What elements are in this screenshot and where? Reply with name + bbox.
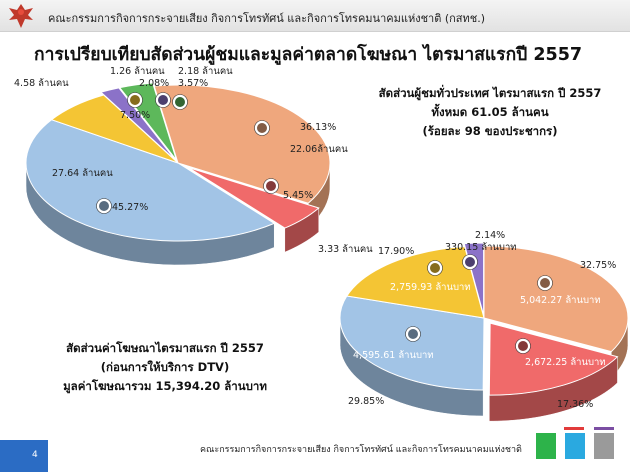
channel-thaipbs-logo-icon — [462, 254, 478, 270]
ad-info-line1: สัดส่วนค่าโฆษณาไตรมาสแรก ปี 2557 — [66, 341, 264, 355]
channel-3-logo-icon — [537, 275, 553, 291]
org-name: คณะกรรมการกิจการกระจายเสียง กิจการโทรทัศ… — [48, 12, 486, 25]
slice-percent-label: 7.50% — [120, 110, 150, 121]
logo-core — [430, 263, 440, 273]
logo-core — [266, 181, 276, 191]
slice-percent-label: 2.14% — [475, 230, 505, 241]
channel-7-logo-icon — [405, 326, 421, 342]
slice-value-label: 4,595.61 ล้านบาท — [353, 350, 434, 361]
logo-core — [99, 201, 109, 211]
channel-9-logo-icon — [127, 92, 143, 108]
channel-9-logo-icon — [427, 260, 443, 276]
logo-accent-red-bar — [564, 427, 584, 430]
logo-core — [518, 341, 528, 351]
viewers-info-line1: สัดส่วนผู้ชมทั่วประเทศ ไตรมาสแรก ปี 2557 — [378, 86, 602, 100]
slice-percent-label: 2.08% — [139, 78, 169, 89]
pie-chart-1: 36.13% 22.06ล้านคน 5.45% 3.33 ล้านคน 45.27% 2… — [14, 66, 373, 266]
slice-value-label: 1.26 ล้านคน — [110, 66, 165, 77]
slice-percent-label: 17.90% — [378, 246, 414, 257]
slice-value-label: 2.18 ล้านคน — [178, 66, 233, 77]
ad-info-line3: มูลค่าโฆษณารวม 15,394.20 ล้านบาท — [63, 379, 267, 393]
page-number-box: 4 — [0, 440, 48, 472]
channel-mcot-logo-icon — [515, 338, 531, 354]
ad-info-line2: (ก่อนการให้บริการ DTV) — [100, 360, 230, 374]
logo-core — [158, 95, 168, 105]
logo-core — [408, 329, 418, 339]
page-number: 4 — [32, 450, 38, 460]
logo-core — [130, 95, 140, 105]
nbtc-logo-blue-square — [565, 433, 585, 459]
slice-percent-label: 29.85% — [348, 396, 384, 407]
slice-percent-label: 36.13% — [300, 122, 336, 133]
viewers-info-line3: (ร้อยละ 98 ของประชากร) — [422, 124, 558, 138]
nbtc-logo-gray-square — [594, 433, 614, 459]
garuda-emblem-icon — [9, 4, 33, 28]
ad-info: สัดส่วนค่าโฆษณาไตรมาสแรก ปี 2557 (ก่อนกา… — [40, 339, 290, 396]
slice-value-label: 2,672.25 ล้านบาท — [525, 357, 606, 368]
slice-value-label: 22.06ล้านคน — [290, 144, 348, 155]
logo-core — [257, 123, 267, 133]
page-title: การเปรียบเทียบสัดส่วนผู้ชมและมูลค่าตลาดโ… — [34, 45, 583, 65]
slice-percent-label: 32.75% — [580, 260, 616, 271]
pie-slice-channel-9 — [346, 246, 485, 319]
pie-slice-channel-7 — [339, 295, 485, 391]
slice-percent-label: 45.27% — [112, 202, 148, 213]
pie-slice-channel-3 — [483, 245, 629, 353]
logo-core — [175, 97, 185, 107]
channel-3-logo-icon — [254, 120, 270, 136]
pie-slice-channel-thaipbs — [100, 87, 176, 161]
slice-percent-label: 5.45% — [283, 190, 313, 201]
slice-value-label: 2,759.93 ล้านบาท — [390, 282, 471, 293]
slice-value-label: 3.33 ล้านคน — [318, 244, 373, 255]
channel-mcot-logo-icon — [263, 178, 279, 194]
logo-core — [540, 278, 550, 288]
slice-value-label: 27.64 ล้านคน — [52, 168, 113, 179]
channel-thaipbs-logo-icon — [155, 92, 171, 108]
pie-chart-2: 32.75% 5,042.27 ล้านบาท 17.36% 2,672.25 ล้า… — [339, 230, 629, 422]
slice-percent-label: 17.36% — [557, 399, 593, 410]
slice-value-label: 4.58 ล้านคน — [14, 78, 69, 89]
channel-11-logo-icon — [172, 94, 188, 110]
slice-value-label: 330.15 ล้านบาท — [445, 242, 517, 253]
slice-value-label: 5,042.27 ล้านบาท — [520, 295, 601, 306]
footer-text: คณะกรรมการกิจการกระจายเสียง กิจการโทรทัศ… — [200, 445, 522, 455]
slice-percent-label: 3.57% — [178, 78, 208, 89]
pie-slice-channel-mcot — [188, 167, 320, 229]
pie-slice-channel-3 — [153, 84, 331, 204]
viewers-info-line2: ทั้งหมด 61.05 ล้านคน — [431, 105, 549, 119]
header-band: คณะกรรมการกิจการกระจายเสียง กิจการโทรทัศ… — [0, 0, 630, 32]
channel-7-logo-icon — [96, 198, 112, 214]
pie-slice-channel-7 — [25, 119, 276, 242]
viewers-info: สัดส่วนผู้ชมทั่วประเทศ ไตรมาสแรก ปี 2557… — [360, 84, 620, 141]
logo-accent-purple-bar — [594, 427, 614, 430]
nbtc-logo-green-square — [536, 433, 556, 459]
logo-core — [465, 257, 475, 267]
